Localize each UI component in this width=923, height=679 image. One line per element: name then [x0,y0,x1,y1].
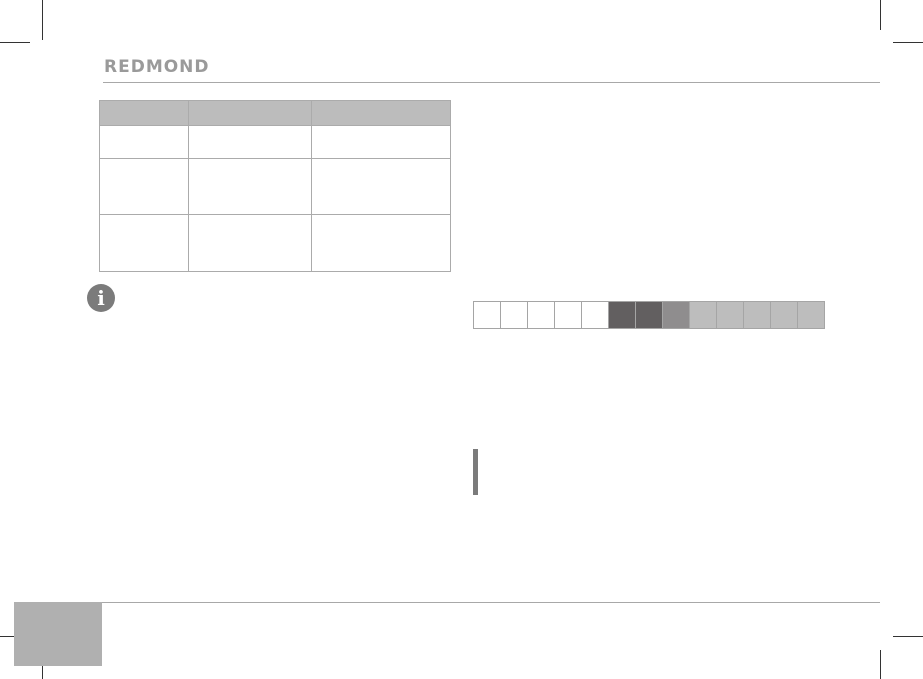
indicator-cell [609,302,636,328]
header-divider [103,82,880,83]
indicator-cell [771,302,798,328]
indicator-cell [582,302,609,328]
indicator-cell [555,302,582,328]
indicator-cell [744,302,771,328]
info-icon: i [87,284,115,312]
spec-table [99,100,451,272]
table-row [99,214,451,272]
indicator-cell [636,302,663,328]
footer-divider [102,602,880,603]
crop-mark [893,636,923,637]
crop-mark [893,42,923,43]
indicator-cell [663,302,690,328]
indicator-cell [717,302,744,328]
table-row [99,158,451,215]
indicator-cell [798,302,825,328]
crop-mark [880,0,881,30]
crop-mark [42,0,43,40]
table-row [99,125,451,159]
crop-mark [0,42,30,43]
indicator-cell [528,302,555,328]
table-header-row [99,100,451,126]
page-number-box [14,602,102,666]
redmond-logo: REDMOND [104,57,210,77]
note-bar [473,449,478,495]
indicator-strip [473,301,825,329]
crop-mark [880,650,881,679]
indicator-cell [474,302,501,328]
indicator-cell [501,302,528,328]
indicator-cell [690,302,717,328]
